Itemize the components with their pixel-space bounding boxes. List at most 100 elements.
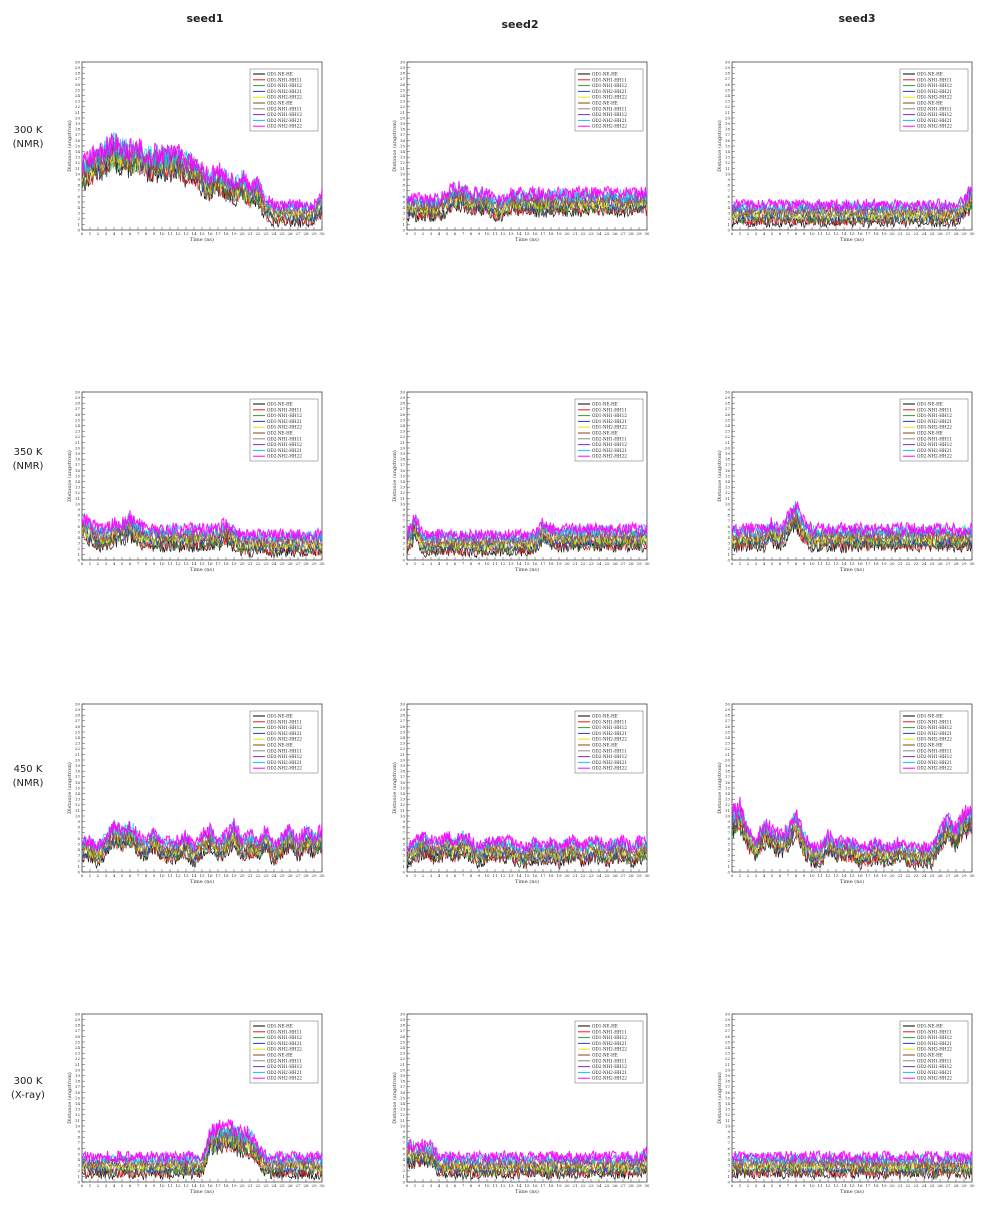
x-tick-label: 7 [462,1183,465,1188]
x-tick-label: 28 [628,873,634,878]
x-tick-label: 6 [454,231,457,236]
y-tick-label: 8 [402,1135,405,1140]
y-tick-label: 22 [75,746,81,751]
x-tick-label: 26 [612,231,618,236]
legend-label: OD1-NH2-HH22 [267,737,302,742]
y-tick-label: 26 [400,82,406,87]
y-tick-label: 11 [75,496,80,501]
y-tick-label: 9 [402,1129,405,1134]
series-group [732,796,972,870]
y-tick-label: 1 [727,552,730,557]
y-tick-label: 11 [75,1118,80,1123]
y-tick-label: 5 [77,1151,80,1156]
x-tick-label: 17 [215,1183,221,1188]
legend-label: OD1-NE-HE [267,714,293,719]
legend-label: OD2-NH2-HH22 [592,766,627,771]
x-tick-label: 17 [540,1183,546,1188]
chart-panel-350k-nmr-seed1: 0 1 2 3 4 5 6 7 8 9 10 11 12 13 14 15 16 17 18 19 20 21 22 23 24… [60,388,330,578]
y-tick-label: 6 [77,1146,80,1151]
x-axis-label: Time (ns) [840,566,864,573]
x-tick-label: 12 [175,561,181,566]
y-tick-label: 29 [75,707,81,712]
x-tick-label: 0 [731,231,734,236]
x-tick-label: 10 [159,231,165,236]
y-tick-label: 11 [75,808,80,813]
y-tick-label: 26 [725,1034,731,1039]
legend-label: OD2-NE-HE [592,743,618,748]
x-tick-label: 19 [231,231,237,236]
x-tick-label: 2 [747,1183,750,1188]
y-tick-label: 20 [400,115,406,120]
y-tick-label: 19 [75,121,81,126]
y-tick-label: 13 [725,1107,731,1112]
x-tick-label: 1 [739,231,742,236]
x-tick-label: 18 [223,231,229,236]
y-tick-label: 20 [400,757,406,762]
x-tick-label: 2 [747,231,750,236]
x-tick-label: 30 [319,1183,325,1188]
x-tick-label: 26 [937,873,943,878]
x-tick-label: 17 [540,231,546,236]
legend-label: OD1-NH1-HH12 [917,413,952,418]
y-tick-label: 17 [400,1084,406,1089]
y-tick-label: 21 [725,752,730,757]
y-tick-label: 20 [400,445,406,450]
y-tick-label: 2 [77,216,80,221]
x-tick-label: 23 [263,873,269,878]
x-tick-label: 21 [572,873,577,878]
legend-label: OD2-NH1-HH11 [917,106,952,111]
x-tick-label: 22 [255,561,261,566]
x-tick-label: 1 [89,231,92,236]
legend-label: OD2-NH2-HH22 [267,124,302,129]
y-tick-label: 16 [400,1090,406,1095]
y-tick-label: 2 [727,216,730,221]
y-tick-label: 14 [400,479,406,484]
x-tick-label: 2 [422,873,425,878]
y-tick-label: 1 [77,552,80,557]
x-tick-label: 21 [247,561,252,566]
x-tick-label: 4 [113,231,116,236]
x-tick-label: 22 [905,1183,911,1188]
x-tick-label: 10 [484,561,490,566]
y-tick-label: 17 [725,1084,731,1089]
y-tick-label: 23 [725,1051,731,1056]
y-tick-label: 29 [725,395,731,400]
x-tick-label: 11 [492,561,497,566]
x-tick-label: 16 [532,1183,538,1188]
legend-label: OD2-NH1-HH11 [267,748,302,753]
x-tick-label: 8 [145,1183,148,1188]
legend-label: OD2-NE-HE [917,743,943,748]
x-axis-label: Time (ns) [515,878,539,885]
x-tick-label: 12 [175,231,181,236]
y-tick-label: 19 [75,451,81,456]
y-tick-label: 10 [75,1123,81,1128]
y-tick-label: 18 [725,769,731,774]
y-tick-label: 22 [725,434,731,439]
x-tick-label: 18 [873,1183,879,1188]
y-tick-label: 25 [400,417,406,422]
y-tick-label: 9 [727,507,730,512]
y-tick-label: 9 [402,507,405,512]
y-tick-label: 19 [400,451,406,456]
y-tick-label: 11 [725,496,730,501]
y-axis-label: Distance (angstrom) [716,1072,723,1124]
x-tick-label: 27 [295,873,301,878]
x-tick-label: 15 [849,231,855,236]
x-tick-label: 19 [881,873,887,878]
x-tick-label: 3 [105,561,108,566]
y-tick-label: 20 [75,1067,81,1072]
x-tick-label: 17 [540,561,546,566]
y-tick-label: 14 [75,1101,81,1106]
x-tick-label: 4 [438,231,441,236]
y-tick-label: 23 [75,1051,81,1056]
x-tick-label: 15 [199,873,205,878]
series-line [407,1144,647,1169]
series-group [82,817,322,870]
legend-label: OD1-NH1-HH12 [267,413,302,418]
y-tick-label: 0 [77,1179,80,1184]
x-tick-label: 27 [945,231,951,236]
x-tick-label: 28 [953,1183,959,1188]
x-tick-label: 27 [620,873,626,878]
y-tick-label: 28 [400,71,406,76]
legend-label: OD2-NE-HE [592,1053,618,1058]
